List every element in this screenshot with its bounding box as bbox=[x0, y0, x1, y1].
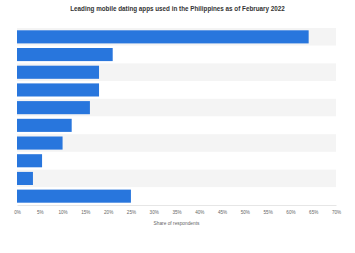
x-tick-label: 60% bbox=[286, 210, 295, 215]
x-tick: 50% bbox=[241, 205, 250, 215]
x-tick: 55% bbox=[264, 205, 273, 215]
x-tick-label: 40% bbox=[195, 210, 204, 215]
row-band bbox=[17, 81, 336, 99]
row-band bbox=[17, 134, 336, 152]
x-tick-label: 35% bbox=[172, 210, 181, 215]
x-tick-label: 70% bbox=[332, 210, 341, 215]
x-axis-line bbox=[18, 205, 337, 206]
x-tick-label: 0% bbox=[14, 210, 21, 215]
row-band bbox=[17, 28, 336, 46]
row-band bbox=[17, 152, 336, 170]
x-tick: 5% bbox=[37, 205, 44, 215]
x-tick: 10% bbox=[58, 205, 67, 215]
x-tick: 30% bbox=[150, 205, 159, 215]
row-band bbox=[17, 170, 336, 188]
x-tick-label: 55% bbox=[264, 210, 273, 215]
bar bbox=[17, 190, 131, 203]
x-tick-label: 20% bbox=[104, 210, 113, 215]
x-tick-label: 30% bbox=[150, 210, 159, 215]
x-tick: 20% bbox=[104, 205, 113, 215]
bar bbox=[17, 154, 42, 167]
row-band bbox=[17, 117, 336, 135]
chart-svg: Leading mobile dating apps used in the P… bbox=[0, 0, 355, 253]
bar bbox=[17, 30, 309, 43]
x-tick: 0% bbox=[14, 205, 21, 215]
x-tick-label: 65% bbox=[309, 210, 318, 215]
bar bbox=[17, 137, 63, 150]
x-tick: 60% bbox=[286, 205, 295, 215]
x-tick: 45% bbox=[218, 205, 227, 215]
chart-container: Leading mobile dating apps used in the P… bbox=[0, 0, 355, 253]
x-tick-label: 10% bbox=[58, 210, 67, 215]
bar bbox=[17, 66, 99, 79]
x-tick: 40% bbox=[195, 205, 204, 215]
bar bbox=[17, 119, 72, 132]
bar bbox=[17, 101, 90, 114]
x-tick: 35% bbox=[172, 205, 181, 215]
x-axis-title: Share of respondents bbox=[154, 221, 200, 226]
x-tick-label: 50% bbox=[241, 210, 250, 215]
x-tick: 15% bbox=[81, 205, 90, 215]
plot-area: 0% 5% 10% 15% 20% 25% 30% 35% 40% 45% 50% 55% 60% 65%… bbox=[14, 28, 341, 215]
x-tick-label: 5% bbox=[37, 210, 44, 215]
x-tick-label: 45% bbox=[218, 210, 227, 215]
row-bands bbox=[17, 28, 336, 205]
x-tick: 25% bbox=[127, 205, 136, 215]
row-band bbox=[17, 187, 336, 205]
bar bbox=[17, 172, 33, 185]
x-tick-label: 15% bbox=[81, 210, 90, 215]
x-tick: 70% bbox=[332, 205, 341, 215]
x-tick-label: 25% bbox=[127, 210, 136, 215]
x-tick: 65% bbox=[309, 205, 318, 215]
row-band bbox=[17, 63, 336, 81]
row-band bbox=[17, 99, 336, 117]
bar bbox=[17, 48, 113, 61]
bar bbox=[17, 83, 99, 96]
x-axis: 0% 5% 10% 15% 20% 25% 30% 35% 40% 45% 50% 55% 60% 65%… bbox=[14, 205, 341, 215]
chart-title: Leading mobile dating apps used in the P… bbox=[70, 5, 285, 13]
bars bbox=[17, 30, 309, 202]
row-band bbox=[17, 46, 336, 64]
